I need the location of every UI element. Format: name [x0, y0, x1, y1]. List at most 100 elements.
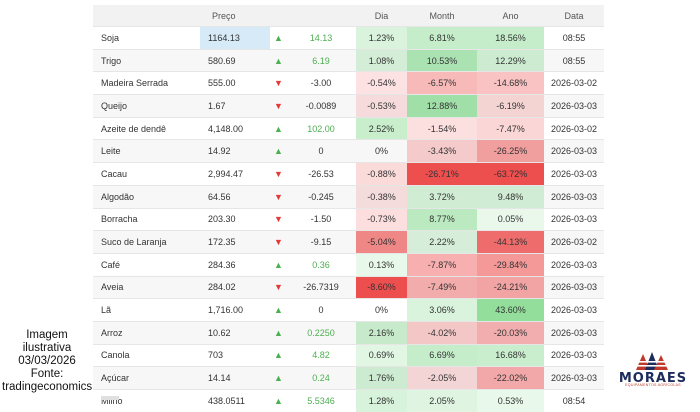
month-pct-cell: 3.72%: [407, 185, 477, 208]
month-pct-cell: 8.77%: [407, 208, 477, 231]
table-row[interactable]: Trigo 580.69 ▲ 6.19 1.08% 10.53% 12.29% 08:55: [93, 49, 604, 72]
day-pct-cell: 1.76%: [356, 366, 407, 390]
year-pct-cell: -7.47%: [477, 117, 544, 140]
table-row[interactable]: Borracha 203.30 ▼ -1.50 -0.73% 8.77% 0.05% 2026…: [93, 208, 604, 231]
year-pct-cell: -22.02%: [477, 366, 544, 390]
price-cell: 172.35: [208, 237, 236, 248]
table-row[interactable]: Algodão 64.56 ▼ -0.245 -0.38% 3.72% 9.48% 2026-…: [93, 185, 604, 208]
day-pct-cell: -0.54%: [356, 71, 407, 95]
triangle-down-icon: ▼: [274, 282, 283, 293]
table-row[interactable]: Açúcar 14.14 ▲ 0.24 1.76% -2.05% -22.02% 2026-0…: [93, 366, 604, 390]
commodity-name[interactable]: Algodão: [101, 191, 135, 202]
triangle-up-icon: ▲: [274, 350, 283, 361]
day-pct-cell: -8.60%: [356, 276, 407, 299]
date-cell: 2026-03-03: [550, 327, 598, 338]
commodity-name[interactable]: Aveia: [101, 282, 124, 293]
change-cell: -0.245: [308, 191, 334, 202]
table-row[interactable]: Lã 1,716.00 ▲ 0 0% 3.06% 43.60% 2026-03-03: [93, 298, 604, 322]
commodity-name[interactable]: Queijo: [101, 100, 128, 111]
commodity-name[interactable]: Suco de Laranja: [101, 237, 167, 248]
table-row[interactable]: Suco de Laranja 172.35 ▼ -9.15 -5.04% 2.22% -4…: [93, 230, 604, 254]
change-cell: -26.7319: [303, 282, 339, 293]
change-cell: 6.19: [312, 55, 330, 66]
caption-source: tradingeconomics: [2, 381, 93, 393]
date-cell: 2026-03-03: [550, 191, 598, 202]
year-pct-cell: 9.48%: [477, 185, 544, 208]
price-cell: 10.62: [208, 327, 231, 338]
month-pct-cell: 12.88%: [407, 94, 477, 118]
day-pct-cell: -0.38%: [356, 185, 407, 208]
header-arrow: [270, 5, 286, 27]
triangle-up-icon: ▲: [274, 395, 283, 406]
commodity-name[interactable]: Lã: [101, 305, 112, 316]
month-pct-cell: 10.53%: [407, 49, 477, 72]
date-cell: 2026-03-03: [550, 305, 598, 316]
year-pct-cell: -63.72%: [477, 162, 544, 186]
table-row[interactable]: Canola 703 ▲ 4.82 0.69% 6.69% 16.68% 2026-03-03: [93, 344, 604, 367]
commodity-name[interactable]: Soja: [101, 32, 120, 43]
month-pct-cell: 3.06%: [407, 298, 477, 322]
table-row[interactable]: Queijo 1.67 ▼ -0.0089 -0.53% 12.88% -6.19% 2026…: [93, 94, 604, 118]
triangle-up-icon: ▲: [274, 305, 283, 316]
month-pct-cell: -26.71%: [407, 162, 477, 186]
day-pct-cell: 0%: [374, 305, 388, 316]
date-cell: 2026-03-03: [550, 259, 598, 270]
date-cell: 2026-03-02: [550, 237, 598, 248]
commodity-name[interactable]: Açúcar: [101, 373, 130, 384]
table-row[interactable]: Soja 1164.13 ▲ 14.13 1.23% 6.81% 18.56% 08:55: [93, 26, 604, 50]
price-cell: 2,994.47: [208, 168, 244, 179]
triangle-up-icon: ▲: [274, 32, 283, 43]
header-dia[interactable]: Dia: [374, 10, 389, 21]
triangle-down-icon: ▼: [274, 100, 283, 111]
table-row[interactable]: Milho 438.0511 ▲ 5.5346 1.28% 2.05% 0.53% 08:54: [93, 389, 604, 412]
month-pct-cell: 2.05%: [407, 389, 477, 412]
commodity-name[interactable]: Canola: [101, 350, 130, 361]
header-month[interactable]: Month: [429, 10, 455, 21]
change-cell: -1.50: [310, 214, 332, 225]
table-row[interactable]: Aveia 284.02 ▼ -26.7319 -8.60% -7.49% -24.21% 2…: [93, 276, 604, 299]
date-cell: 08:55: [562, 55, 586, 66]
table-row[interactable]: Madeira Serrada 555.00 ▼ -3.00 -0.54% -6.57% -…: [93, 71, 604, 95]
triangle-up-icon: ▲: [274, 55, 283, 66]
triangle-up-icon: ▲: [274, 146, 283, 157]
commodity-name[interactable]: Milho: [101, 395, 123, 406]
triangle-up-icon: ▲: [274, 123, 283, 134]
year-pct-cell: -26.25%: [477, 139, 544, 163]
commodity-name[interactable]: Azeite de dendê: [101, 123, 167, 134]
image-caption: Imagem ilustrativa 03/03/2026 Fonte: tra…: [2, 329, 92, 394]
horizontal-scrollbar[interactable]: [101, 396, 119, 400]
commodity-name[interactable]: Madeira Serrada: [101, 78, 169, 89]
moraes-logo: MORAES EQUIPAMENTOS AGRÍCOLAS: [611, 350, 695, 387]
month-pct-cell: -4.02%: [407, 321, 477, 345]
change-cell: -3.00: [310, 78, 332, 89]
triangle-up-icon: ▲: [274, 373, 283, 384]
table-row[interactable]: Arroz 10.62 ▲ 0.2250 2.16% -4.02% -20.03% 2026-…: [93, 321, 604, 345]
header-change: [286, 5, 356, 27]
change-cell: 0.24: [312, 373, 330, 384]
commodity-name[interactable]: Café: [101, 259, 121, 270]
price-cell: 64.56: [208, 191, 231, 202]
logo-brand: MORAES: [618, 371, 688, 386]
month-pct-cell: -7.87%: [407, 253, 477, 277]
commodity-name[interactable]: Borracha: [101, 214, 138, 225]
table-body: Soja 1164.13 ▲ 14.13 1.23% 6.81% 18.56% 08:55 Tr…: [93, 26, 604, 412]
logo-tagline: EQUIPAMENTOS AGRÍCOLAS: [625, 383, 681, 387]
header-preco[interactable]: Preço: [212, 10, 236, 21]
table-row[interactable]: Leite 14.92 ▲ 0 0% -3.43% -26.25% 2026-03-03: [93, 139, 604, 163]
table-row[interactable]: Cacau 2,994.47 ▼ -26.53 -0.88% -26.71% -63.72%…: [93, 162, 604, 186]
day-pct-cell: 0%: [374, 146, 388, 157]
change-cell: 5.5346: [307, 395, 335, 406]
year-pct-cell: -20.03%: [477, 321, 544, 345]
header-ano[interactable]: Ano: [502, 10, 519, 21]
commodity-name[interactable]: Trigo: [101, 55, 122, 66]
year-pct-cell: -29.84%: [477, 253, 544, 277]
commodity-name[interactable]: Arroz: [101, 327, 123, 338]
table-row[interactable]: Café 284.36 ▲ 0.36 0.13% -7.87% -29.84% 2026-03…: [93, 253, 604, 277]
header-data[interactable]: Data: [564, 10, 584, 21]
commodity-name[interactable]: Cacau: [101, 168, 128, 179]
day-pct-cell: 0.13%: [356, 253, 407, 277]
commodity-name[interactable]: Leite: [101, 146, 121, 157]
commodities-table: Preço Dia Month Ano Data Soja 1164.13 ▲ 14.…: [93, 5, 604, 412]
table-row[interactable]: Azeite de dendê 4,148.00 ▲ 102.00 2.52% -1.54…: [93, 117, 604, 140]
change-cell: 0: [318, 146, 324, 157]
